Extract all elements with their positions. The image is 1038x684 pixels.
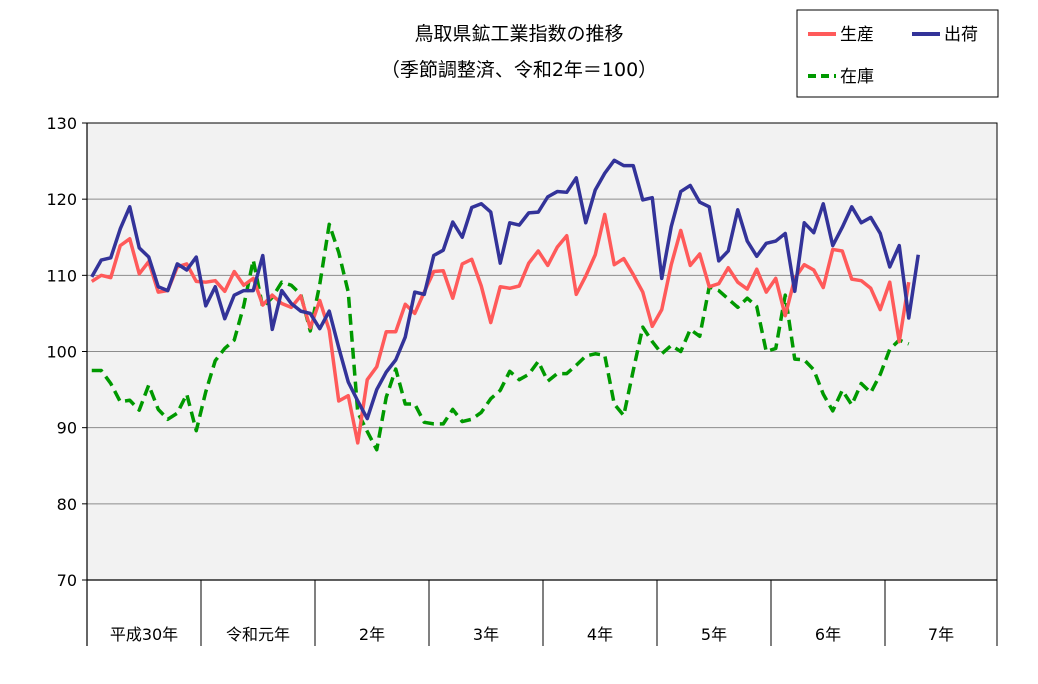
legend-item-inventory-label: 在庫 [840,67,874,87]
y-tick-label: 100 [46,343,77,362]
x-category-label: 2年 [359,625,385,644]
y-tick-label: 120 [46,190,77,209]
series-line-inventory [91,222,910,452]
legend-box [796,9,999,98]
x-category-label: 7年 [928,625,954,644]
series-line-shipment [90,158,920,421]
x-category-label: 3年 [473,625,499,644]
x-category-label: 4年 [587,625,613,644]
x-category-label: 5年 [701,625,727,644]
x-category-label: 令和元年 [226,625,290,644]
chart-title: 鳥取県鉱工業指数の推移 [414,23,623,45]
x-category-label: 平成30年 [110,625,178,644]
legend-item-production-label: 生産 [840,25,874,45]
y-tick-label: 70 [57,571,77,590]
legend-item-shipment-label: 出荷 [944,25,978,45]
y-tick-label: 130 [46,114,77,133]
chart-subtitle: （季節調整済、令和2年＝100） [381,59,657,81]
plot-area: 70 80 90 100 110 120 130 平成30年 令和元年 2年 3年 4年 5年 6年 7年 [46,114,998,646]
y-tick-label: 80 [57,495,77,514]
x-category-label: 6年 [815,625,841,644]
y-tick-label: 90 [57,419,77,438]
y-tick-label: 110 [46,266,77,285]
series-line-production [90,212,911,445]
